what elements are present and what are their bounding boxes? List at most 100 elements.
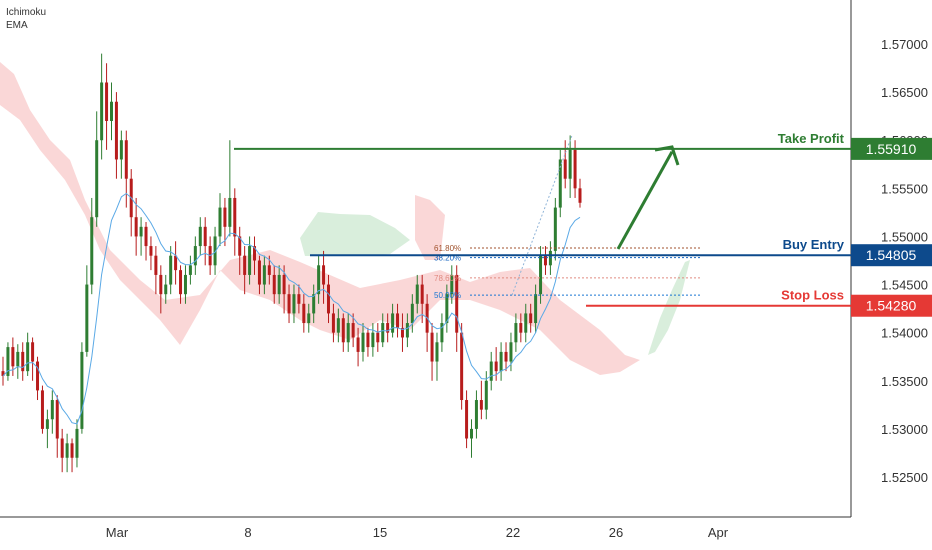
candle-bullish bbox=[553, 207, 557, 251]
candle-bearish bbox=[420, 284, 424, 304]
y-tick-label: 1.52500 bbox=[881, 470, 928, 485]
candle-bullish bbox=[228, 197, 232, 227]
candle-bullish bbox=[484, 380, 488, 410]
candle-bullish bbox=[435, 342, 439, 362]
candle-bearish bbox=[282, 274, 286, 295]
candle-bullish bbox=[489, 361, 493, 381]
candle-bullish bbox=[248, 246, 252, 275]
fib-trend-line bbox=[511, 135, 573, 296]
x-tick-label: Mar bbox=[106, 525, 129, 540]
candle-bullish bbox=[292, 294, 296, 314]
candle-bearish bbox=[55, 400, 59, 439]
indicator-ichimoku[interactable]: Ichimoku bbox=[6, 7, 47, 18]
x-tick-label: 26 bbox=[609, 525, 623, 540]
candle-bearish bbox=[543, 255, 547, 266]
candle-bullish bbox=[139, 226, 143, 237]
candle-bearish bbox=[11, 347, 15, 367]
price-badge-buy-entry bbox=[851, 244, 932, 267]
candle-bearish bbox=[40, 390, 44, 429]
candle-bearish bbox=[504, 351, 508, 362]
indicator-ema[interactable]: EMA bbox=[6, 20, 28, 31]
price-badge-take-profit bbox=[851, 137, 932, 160]
projection-arrow-shaft bbox=[616, 151, 674, 250]
x-tick-label: 15 bbox=[373, 525, 387, 540]
candle-bearish bbox=[124, 140, 128, 179]
candle-bullish bbox=[499, 351, 503, 372]
candle-bearish bbox=[60, 438, 64, 458]
candle-bearish bbox=[238, 236, 242, 256]
candle-bearish bbox=[331, 313, 335, 333]
candle-bearish bbox=[272, 274, 276, 295]
indicator-legend: Ichimoku EMA bbox=[6, 6, 46, 32]
ichimoku-cloud-bullish-future bbox=[648, 260, 690, 355]
candle-bullish bbox=[336, 318, 340, 333]
candle-bullish bbox=[75, 428, 79, 458]
candle-bearish bbox=[70, 443, 74, 458]
candle-bearish bbox=[322, 265, 326, 285]
candle-bearish bbox=[455, 274, 459, 333]
level-label-take-profit: Take Profit bbox=[778, 131, 845, 146]
y-tick-label: 1.54500 bbox=[881, 278, 928, 293]
candle-bullish bbox=[218, 207, 222, 237]
candle-bullish bbox=[415, 284, 419, 304]
candle-bullish bbox=[213, 236, 217, 266]
candle-bearish bbox=[114, 101, 118, 160]
candle-bearish bbox=[494, 361, 498, 372]
candle-bearish bbox=[366, 332, 370, 348]
candle-bearish bbox=[21, 351, 25, 372]
candle-bearish bbox=[302, 303, 306, 324]
candle-bullish bbox=[109, 101, 113, 121]
candle-bearish bbox=[465, 400, 469, 439]
candle-bearish bbox=[159, 274, 163, 295]
candle-bullish bbox=[568, 149, 572, 179]
candle-bearish bbox=[1, 371, 5, 376]
candle-bearish bbox=[257, 260, 261, 285]
candle-bearish bbox=[149, 246, 153, 256]
y-tick-label: 1.53500 bbox=[881, 374, 928, 389]
candle-bullish bbox=[558, 159, 562, 208]
candle-bullish bbox=[85, 284, 89, 352]
ema-line bbox=[2, 192, 581, 425]
candle-bearish bbox=[400, 327, 404, 338]
candle-bullish bbox=[90, 217, 94, 285]
candle-bullish bbox=[164, 284, 168, 295]
candle-bearish bbox=[223, 207, 227, 227]
candle-bullish bbox=[183, 274, 187, 295]
candle-bearish bbox=[578, 188, 582, 203]
candle-bearish bbox=[179, 270, 183, 295]
candle-bullish bbox=[440, 323, 444, 343]
candle-bullish bbox=[539, 255, 543, 295]
projection-arrow-head bbox=[654, 145, 680, 166]
candle-bearish bbox=[356, 337, 360, 352]
candle-bearish bbox=[341, 318, 345, 343]
ichimoku-cloud-bearish bbox=[0, 62, 640, 375]
candle-bearish bbox=[326, 284, 330, 314]
candle-bearish bbox=[233, 197, 237, 237]
candle-bearish bbox=[297, 294, 301, 304]
candle-bullish bbox=[524, 313, 528, 333]
candle-bullish bbox=[26, 342, 30, 372]
candle-bullish bbox=[445, 294, 449, 324]
candle-bullish bbox=[169, 255, 173, 285]
x-tick-label: 8 bbox=[244, 525, 251, 540]
candles bbox=[1, 53, 582, 473]
y-tick-label: 1.54000 bbox=[881, 326, 928, 341]
candle-bearish bbox=[386, 323, 390, 333]
candle-bearish bbox=[203, 226, 207, 247]
candle-bearish bbox=[287, 294, 291, 314]
candle-bullish bbox=[45, 419, 49, 429]
candle-bearish bbox=[154, 255, 158, 275]
candle-bullish bbox=[119, 140, 123, 160]
candle-bullish bbox=[391, 313, 395, 333]
candle-bullish bbox=[405, 323, 409, 338]
fib-level-label: 61.80% bbox=[434, 244, 461, 253]
candle-bullish bbox=[514, 323, 518, 343]
candle-bearish bbox=[460, 332, 464, 401]
candle-bearish bbox=[144, 226, 148, 247]
candle-bearish bbox=[376, 332, 380, 343]
candle-bearish bbox=[573, 149, 577, 189]
candle-bearish bbox=[396, 313, 400, 328]
ichimoku-cloud-bullish bbox=[300, 212, 410, 256]
price-badge-stop-loss-text: 1.54280 bbox=[866, 298, 917, 314]
